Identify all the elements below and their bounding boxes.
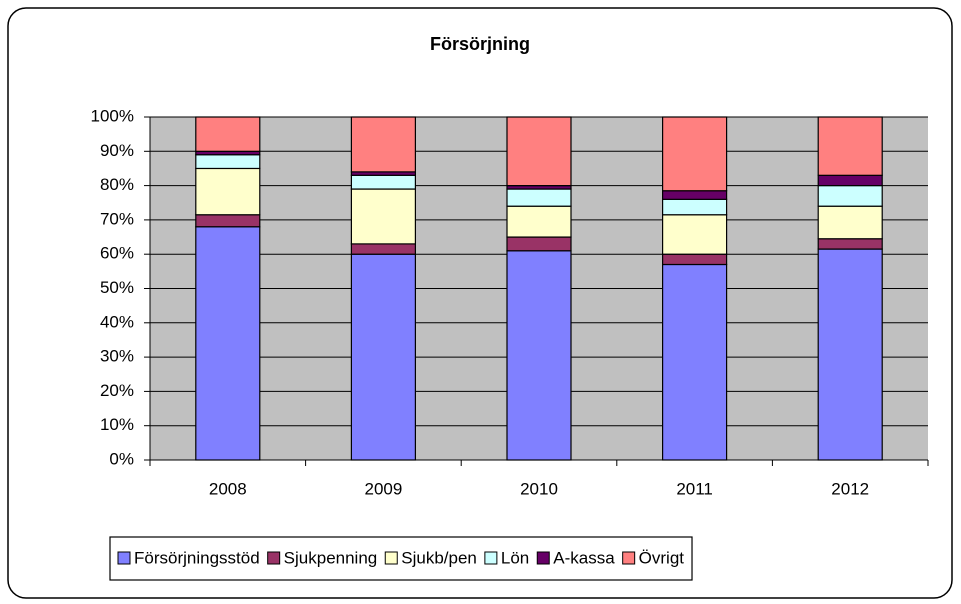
y-tick-label: 30% [100,347,134,366]
x-tick-label: 2012 [831,479,869,498]
y-tick-label: 10% [100,415,134,434]
legend-swatch [267,551,281,565]
y-tick-label: 90% [100,141,134,160]
legend-swatch [117,551,131,565]
bar-segment [661,198,728,216]
y-tick-label: 60% [100,244,134,263]
bar-segment [661,214,728,255]
bar-segment [661,190,728,200]
bar-segment [817,205,883,240]
legend-label: Sjukb/pen [401,548,477,567]
legend-label: Övrigt [639,548,685,567]
legend-box [109,536,693,581]
bar-segment [350,253,416,461]
x-tick-label: 2010 [520,479,558,498]
y-tick-label: 50% [100,278,134,297]
bar-segment [817,248,883,461]
y-tick-label: 80% [100,175,134,194]
legend-swatch [536,551,550,565]
bar-segment [506,116,572,187]
bar-segment [817,185,883,207]
x-tick-label: 2011 [676,479,713,498]
bar-segment [506,188,572,207]
bar-segment [817,174,883,187]
bar-segment [506,236,572,252]
bar-segment [195,167,261,216]
legend-label: Sjukpenning [284,548,378,567]
bar-segment [661,263,728,461]
bar-segment [661,253,728,266]
legend-swatch [622,551,636,565]
legend-label: Försörjningsstöd [134,548,260,567]
bar-segment [195,214,261,228]
bar-segment [661,116,728,192]
legend-swatch [484,551,498,565]
x-tick-label: 2008 [209,479,247,498]
legend-label: A-kassa [553,548,615,567]
x-tick-label: 2009 [364,479,402,498]
y-tick-label: 100% [91,106,134,125]
bar-segment [350,243,416,255]
bar-segment [195,154,261,170]
bar-segment [817,238,883,250]
chart-title: Försörjning [430,34,530,54]
y-tick-label: 20% [100,381,134,400]
bar-segment [195,116,261,152]
bar-segment [195,226,261,461]
bar-segment [350,174,416,190]
y-tick-label: 70% [100,209,134,228]
legend-swatch [384,551,398,565]
bar-segment [506,205,572,238]
bar-segment [350,188,416,245]
y-tick-label: 40% [100,312,134,331]
y-tick-label: 0% [109,449,134,468]
bar-segment [817,116,883,176]
legend-label: Lön [501,548,529,567]
bar-segment [350,116,416,173]
bar-segment [506,250,572,461]
